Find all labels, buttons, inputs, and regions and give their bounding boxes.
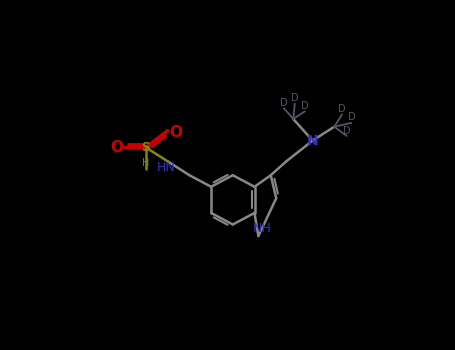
Text: D: D [280, 98, 288, 108]
Text: O: O [169, 125, 182, 140]
Text: H: H [142, 158, 150, 168]
Text: O: O [110, 140, 123, 155]
Text: S: S [142, 141, 151, 154]
Text: D: D [301, 101, 308, 111]
Text: D: D [348, 112, 355, 122]
Text: N: N [307, 134, 318, 148]
Text: D: D [338, 104, 346, 114]
Text: D: D [291, 93, 298, 103]
Text: NH: NH [253, 222, 272, 235]
Text: D: D [343, 126, 350, 135]
Text: HN: HN [157, 161, 176, 174]
